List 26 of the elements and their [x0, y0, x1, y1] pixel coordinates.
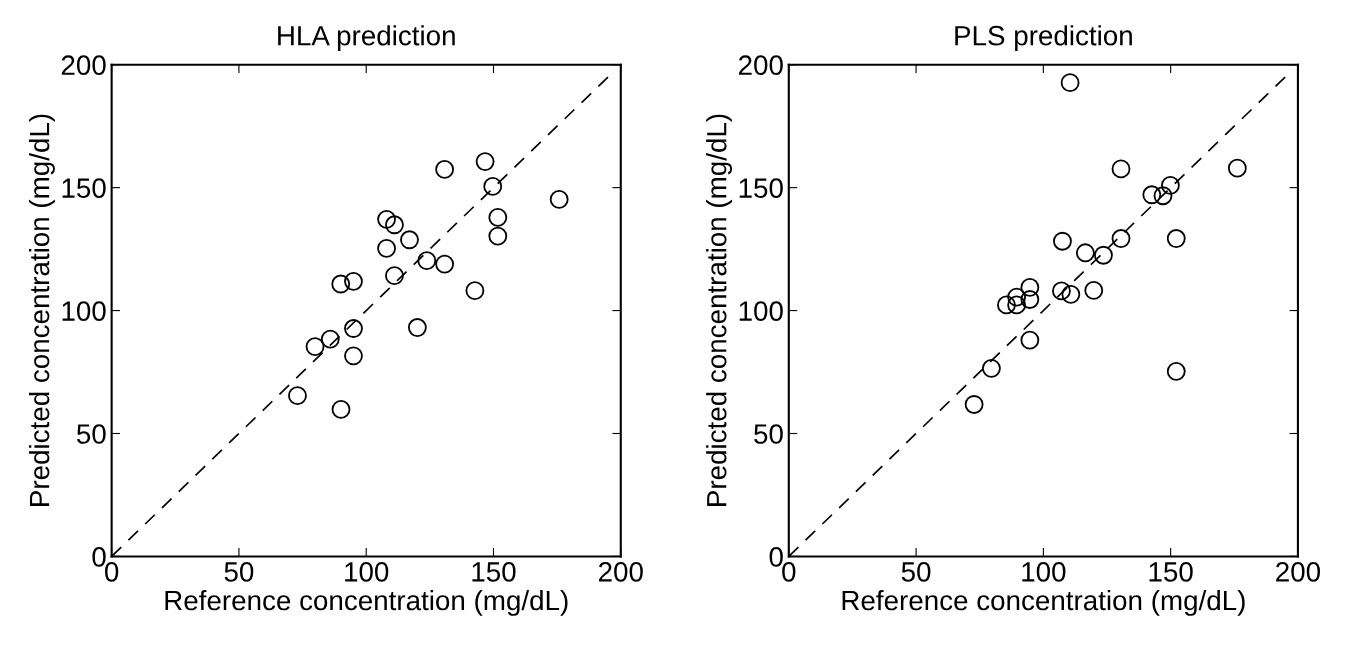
x-tick-label: 200: [599, 562, 643, 582]
y-tick-label: 200: [738, 55, 783, 76]
y-tick-label: 150: [739, 178, 783, 198]
y-axis-title: Predicted concentration (mg/dL): [706, 114, 733, 506]
x-tick-label: 0: [782, 562, 796, 582]
y-tick-label: 0: [769, 547, 783, 567]
y-tick-label: 50: [76, 424, 106, 444]
y-tick-label: 0: [92, 547, 106, 567]
chart-title: HLA prediction: [278, 25, 455, 52]
x-tick-label: 150: [1149, 562, 1193, 582]
x-tick-label: 200: [1276, 562, 1321, 582]
y-tick-label: 50: [754, 424, 783, 444]
y-tick-label: 150: [62, 178, 106, 198]
y-axis-title: Predicted concentration (mg/dL): [28, 114, 55, 506]
x-tick-label: 100: [345, 562, 389, 582]
x-axis-title: Reference concentration (mg/dL): [165, 589, 568, 616]
x-tick-label: 50: [901, 562, 931, 582]
y-tick-label: 100: [739, 301, 783, 321]
x-axis-title: Reference concentration (mg/dL): [842, 589, 1245, 616]
x-tick-label: 100: [1022, 562, 1066, 582]
x-tick-label: 50: [224, 562, 254, 582]
x-tick-label: 150: [472, 562, 516, 582]
x-tick-label: 0: [105, 562, 119, 582]
y-tick-label: 200: [61, 55, 106, 76]
chart-title: PLS prediction: [955, 25, 1132, 52]
y-tick-label: 100: [62, 301, 106, 321]
